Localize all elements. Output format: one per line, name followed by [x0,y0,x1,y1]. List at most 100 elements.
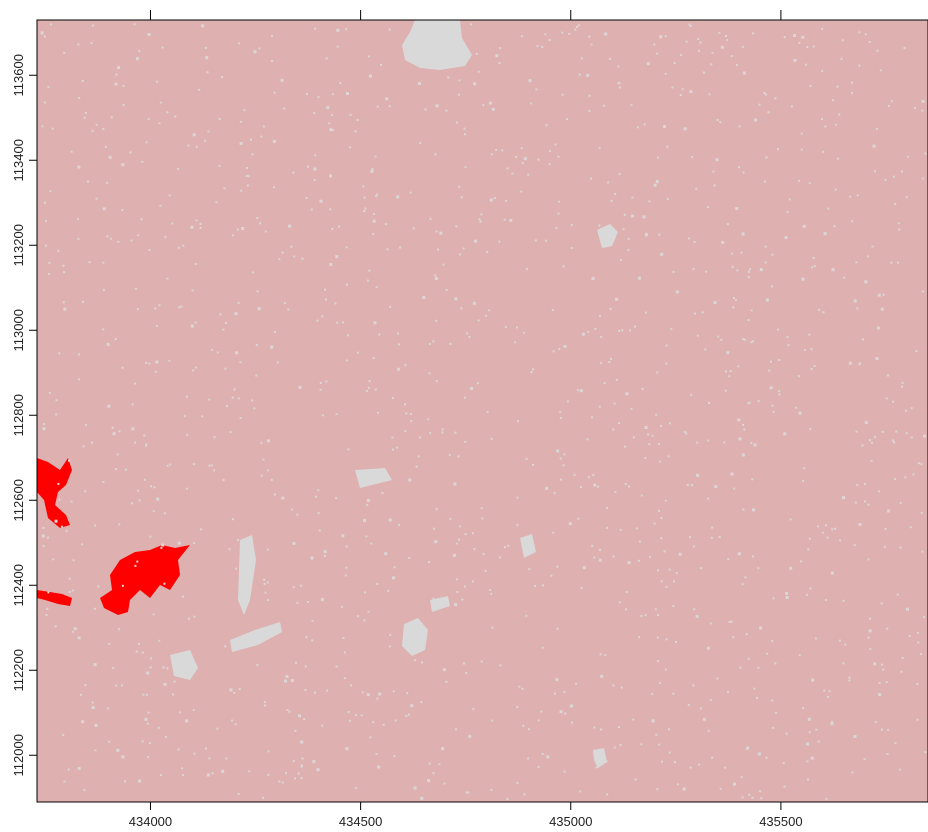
nodata-speckle [842,599,845,602]
nodata-speckle [84,684,87,686]
nodata-speckle [187,617,190,620]
nodata-speckle [848,361,852,365]
nodata-speckle [231,234,234,237]
nodata-speckle [634,778,637,781]
nodata-blob-right [597,224,618,248]
nodata-speckle [810,348,813,351]
nodata-speckle [427,561,430,563]
nodata-speckle [190,225,194,229]
nodata-speckle [648,200,651,203]
nodata-speckle [310,208,313,211]
nodata-speckle [739,666,742,669]
nodata-speckle [666,145,669,148]
nodata-speckle [916,631,919,634]
nodata-speckle [155,80,158,83]
nodata-speckle [233,692,236,694]
nodata-speckle [615,297,619,301]
nodata-speckle [429,432,432,434]
nodata-speckle [42,544,45,547]
nodata-speckle [774,97,777,100]
nodata-speckle [206,773,210,777]
nodata-speckle [886,627,889,630]
nodata-speckle [65,529,68,532]
nodata-speckle [695,187,698,190]
nodata-speckle [145,693,148,696]
nodata-speckle [557,155,560,158]
nodata-speckle [909,526,912,529]
nodata-speckle [280,78,284,82]
nodata-speckle [653,183,657,187]
nodata-speckle [366,279,369,282]
nodata-speckle [218,117,221,120]
nodata-speckle [334,302,337,305]
nodata-speckle [317,512,320,515]
nodata-speckle [343,651,346,654]
nodata-speckle [778,359,781,361]
nodata-speckle [42,527,45,529]
y-tick-label: 112200 [11,649,26,691]
nodata-speckle [62,734,65,736]
nodata-speckle [707,439,710,442]
nodata-speckle [591,416,593,419]
nodata-speckle [541,646,544,649]
nodata-speckle [747,402,750,405]
nodata-speckle [463,127,466,130]
nodata-speckle [121,584,124,587]
nodata-speckle [707,729,710,732]
nodata-speckle [83,116,86,119]
nodata-speckle [714,485,718,489]
nodata-speckle [148,249,151,251]
nodata-speckle [347,711,350,714]
nodata-speckle [839,639,841,642]
x-axis: 434000 434500 435000 435500 [129,802,803,829]
nodata-speckle [368,55,370,58]
nodata-speckle [472,708,475,710]
nodata-speckle [501,149,504,152]
nodata-speckle [506,798,509,800]
nodata-speckle [404,430,407,433]
nodata-speckle [738,125,741,128]
nodata-speckle [731,252,734,255]
nodata-speckle [516,524,519,527]
nodata-speckle [710,63,713,66]
nodata-speckle [405,714,408,717]
nodata-speckle [442,668,446,672]
nodata-speckle [735,64,738,66]
nodata-speckle [640,743,643,746]
nodata-speckle [815,728,818,731]
nodata-speckle [871,441,873,444]
nodata-speckle [199,223,202,225]
nodata-speckle [590,177,593,180]
nodata-speckle [672,692,675,695]
nodata-speckle [376,105,379,108]
nodata-speckle [864,482,866,485]
nodata-speckle [141,740,144,743]
nodata-speckle [410,420,413,422]
nodata-speckle [693,608,696,611]
nodata-speckle [464,166,467,169]
nodata-speckle [537,765,540,768]
nodata-speckle [823,689,826,692]
nodata-speckle [717,335,720,338]
nodata-speckle [323,550,327,554]
nodata-speckle [795,406,798,409]
nodata-speckle [788,198,791,201]
nodata-speckle [748,270,750,273]
nodata-speckle [80,693,82,696]
nodata-speckle [225,404,228,407]
nodata-speckle [679,94,682,97]
nodata-speckle [270,345,274,349]
nodata-speckle [313,112,316,115]
nodata-streak-2 [238,535,256,615]
nodata-speckle [441,431,444,434]
nodata-speckle [137,489,140,492]
nodata-speckle [894,478,897,481]
nodata-speckle [617,65,620,68]
nodata-speckle [517,419,519,422]
nodata-speckle [644,457,647,459]
nodata-speckle [696,473,700,477]
nodata-speckle [921,109,924,112]
nodata-speckle [318,529,321,532]
nodata-speckle [117,628,120,631]
nodata-speckle [106,181,109,184]
